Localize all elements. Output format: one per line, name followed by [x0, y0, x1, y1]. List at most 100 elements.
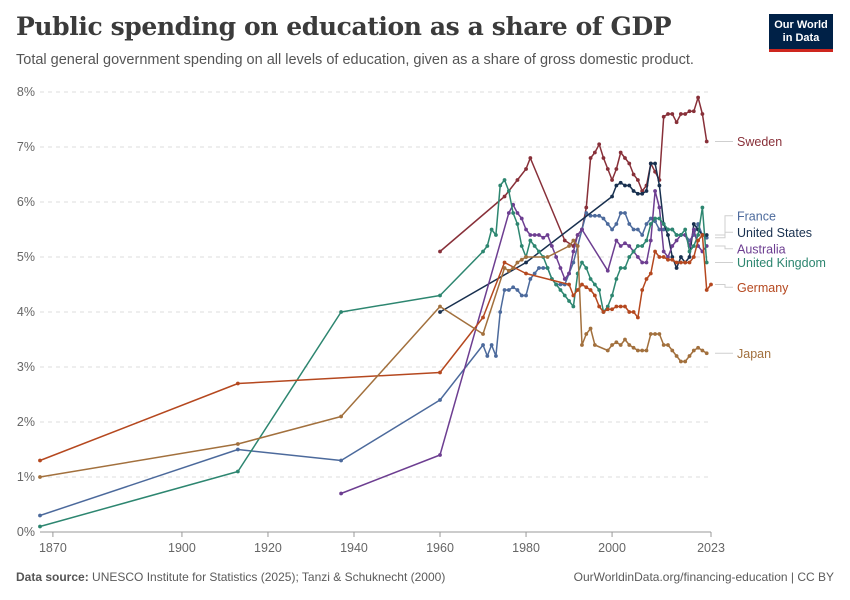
data-point-united-states[interactable]: [610, 194, 614, 199]
data-point-united-states[interactable]: [648, 161, 653, 166]
data-point-sweden[interactable]: [605, 167, 610, 171]
data-point-japan[interactable]: [438, 304, 442, 309]
data-point-sweden[interactable]: [627, 161, 632, 166]
data-point-japan[interactable]: [571, 238, 576, 243]
data-point-france[interactable]: [627, 222, 632, 226]
data-point-germany[interactable]: [653, 249, 657, 254]
data-point-germany[interactable]: [623, 304, 627, 309]
series-united-states[interactable]: [438, 161, 709, 314]
data-point-france[interactable]: [528, 277, 533, 281]
data-point-united-kingdom[interactable]: [610, 293, 614, 298]
data-point-germany[interactable]: [696, 238, 700, 243]
data-point-united-kingdom[interactable]: [528, 238, 533, 243]
data-point-australia[interactable]: [524, 227, 528, 232]
data-point-australia[interactable]: [558, 266, 563, 270]
data-point-australia[interactable]: [562, 277, 567, 281]
data-point-france[interactable]: [485, 354, 490, 358]
data-point-germany[interactable]: [571, 293, 576, 298]
data-point-japan[interactable]: [678, 359, 683, 364]
data-point-germany[interactable]: [481, 315, 485, 320]
data-point-sweden[interactable]: [691, 109, 696, 114]
data-point-germany[interactable]: [597, 304, 602, 309]
data-point-germany[interactable]: [670, 257, 675, 262]
data-point-australia[interactable]: [666, 255, 670, 259]
data-point-france[interactable]: [648, 216, 653, 221]
data-point-united-kingdom[interactable]: [683, 227, 688, 232]
data-point-japan[interactable]: [653, 332, 657, 336]
data-point-germany[interactable]: [666, 257, 670, 262]
data-point-sweden[interactable]: [515, 178, 520, 182]
data-point-sweden[interactable]: [592, 150, 597, 155]
data-point-sweden[interactable]: [674, 120, 679, 125]
series-united-kingdom[interactable]: [38, 178, 709, 529]
series-line-united-kingdom[interactable]: [39, 179, 708, 528]
data-point-germany[interactable]: [640, 288, 645, 292]
data-point-japan[interactable]: [631, 345, 636, 350]
data-point-united-kingdom[interactable]: [584, 266, 589, 270]
series-label-united-states[interactable]: United States: [737, 226, 812, 240]
data-point-united-kingdom[interactable]: [592, 282, 597, 287]
data-point-united-kingdom[interactable]: [489, 227, 494, 232]
data-point-united-kingdom[interactable]: [588, 277, 593, 281]
data-point-france[interactable]: [494, 354, 498, 358]
data-point-australia[interactable]: [674, 238, 679, 243]
data-point-germany[interactable]: [700, 233, 705, 237]
data-point-japan[interactable]: [567, 244, 571, 248]
data-point-united-kingdom[interactable]: [678, 233, 683, 237]
data-point-united-states[interactable]: [704, 233, 709, 237]
data-point-australia[interactable]: [670, 244, 675, 248]
data-point-sweden[interactable]: [562, 238, 567, 243]
data-point-united-kingdom[interactable]: [627, 255, 632, 259]
data-point-sweden[interactable]: [640, 189, 645, 193]
data-point-australia[interactable]: [554, 255, 559, 259]
data-point-australia[interactable]: [506, 211, 511, 215]
data-point-united-kingdom[interactable]: [235, 469, 240, 474]
data-point-australia[interactable]: [691, 227, 696, 232]
data-point-australia[interactable]: [537, 233, 541, 237]
data-point-united-kingdom[interactable]: [571, 304, 576, 309]
data-point-japan[interactable]: [691, 348, 696, 353]
data-point-japan[interactable]: [666, 343, 670, 347]
data-point-japan[interactable]: [588, 326, 593, 331]
data-point-united-kingdom[interactable]: [498, 183, 503, 188]
data-point-united-states[interactable]: [670, 255, 675, 259]
data-point-france[interactable]: [481, 343, 485, 347]
data-point-japan[interactable]: [635, 348, 640, 353]
data-point-germany[interactable]: [610, 307, 614, 312]
data-point-france[interactable]: [519, 293, 524, 298]
series-label-japan[interactable]: Japan: [737, 347, 771, 361]
data-point-japan[interactable]: [627, 343, 632, 347]
data-point-france[interactable]: [631, 227, 636, 232]
data-point-germany[interactable]: [691, 255, 696, 259]
data-point-australia[interactable]: [648, 238, 653, 243]
data-point-japan[interactable]: [519, 257, 524, 262]
data-point-france[interactable]: [657, 227, 662, 232]
data-point-united-kingdom[interactable]: [481, 249, 485, 254]
data-point-germany[interactable]: [605, 307, 610, 312]
data-point-australia[interactable]: [532, 233, 537, 237]
data-point-japan[interactable]: [648, 332, 653, 336]
data-point-japan[interactable]: [38, 475, 42, 479]
data-point-sweden[interactable]: [524, 167, 528, 171]
series-germany[interactable]: [38, 233, 713, 463]
data-point-japan[interactable]: [584, 332, 589, 336]
data-point-japan[interactable]: [502, 266, 507, 270]
data-point-france[interactable]: [618, 211, 623, 215]
data-point-japan[interactable]: [481, 332, 485, 336]
data-point-france[interactable]: [489, 343, 494, 347]
data-point-united-states[interactable]: [678, 255, 683, 259]
data-point-united-kingdom[interactable]: [580, 260, 584, 265]
data-point-united-kingdom[interactable]: [691, 244, 696, 248]
data-point-france[interactable]: [571, 260, 576, 265]
data-point-sweden[interactable]: [696, 95, 700, 100]
data-point-australia[interactable]: [519, 216, 524, 221]
data-point-united-states[interactable]: [691, 222, 696, 226]
data-point-united-kingdom[interactable]: [687, 249, 692, 254]
series-line-germany[interactable]: [39, 234, 712, 462]
data-point-united-states[interactable]: [644, 189, 649, 193]
data-point-united-kingdom[interactable]: [700, 205, 705, 210]
data-point-australia[interactable]: [567, 271, 571, 276]
data-point-sweden[interactable]: [687, 109, 692, 114]
data-point-united-kingdom[interactable]: [696, 233, 700, 237]
data-point-france[interactable]: [38, 513, 42, 518]
